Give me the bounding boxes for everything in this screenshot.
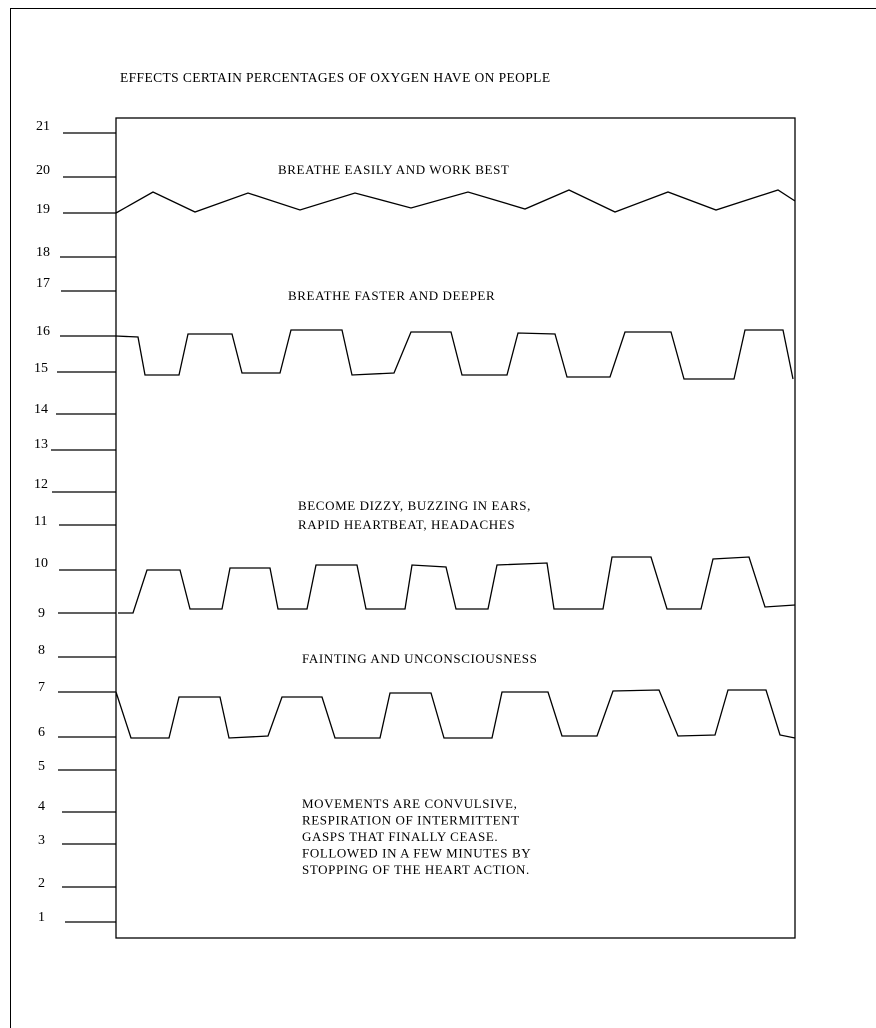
scale-label-7: 7 — [38, 680, 45, 695]
zone-label-convulsive-line-2: RESPIRATION OF INTERMITTENT — [302, 813, 520, 828]
wave-separator-15-16 — [115, 329, 794, 380]
chart-box — [115, 117, 796, 939]
zone-label-fainting-line-1: FAINTING AND UNCONSCIOUSNESS — [302, 651, 537, 666]
wave-separator-9-10 — [118, 556, 796, 614]
scale-label-17: 17 — [36, 276, 50, 291]
scale-label-16: 16 — [36, 324, 50, 339]
scale-label-3: 3 — [38, 833, 45, 848]
scale-label-6: 6 — [38, 725, 45, 740]
zone-label-convulsive-line-5: STOPPING OF THE HEART ACTION. — [302, 862, 530, 877]
scale-label-12: 12 — [34, 477, 48, 492]
scale-label-21: 21 — [36, 119, 50, 134]
scale-label-15: 15 — [34, 361, 48, 376]
scale-label-11: 11 — [34, 514, 47, 529]
scale-label-14: 14 — [34, 402, 48, 417]
scale-label-19: 19 — [36, 202, 50, 217]
scale-label-9: 9 — [38, 606, 45, 621]
zone-labels: BREATHE EASILY AND WORK BEST BREATHE FAST… — [278, 162, 537, 877]
zone-label-convulsive-line-4: FOLLOWED IN A FEW MINUTES BY — [302, 846, 531, 861]
zone-label-convulsive-line-3: GASPS THAT FINALLY CEASE. — [302, 829, 498, 844]
scale-label-2: 2 — [38, 876, 45, 891]
wave-separator-6-7 — [115, 689, 796, 739]
zone-label-dizzy-line-1: BECOME DIZZY, BUZZING IN EARS, — [298, 498, 531, 513]
scale-label-4: 4 — [38, 799, 45, 814]
zone-label-breathe-faster-line-1: BREATHE FASTER AND DEEPER — [288, 288, 495, 303]
scale-label-5: 5 — [38, 759, 45, 774]
page-frame — [10, 8, 876, 1028]
diagram-title: EFFECTS CERTAIN PERCENTAGES OF OXYGEN HA… — [120, 70, 550, 85]
scale-label-1: 1 — [38, 910, 45, 925]
zone-label-convulsive-line-1: MOVEMENTS ARE CONVULSIVE, — [302, 796, 517, 811]
scale-label-20: 20 — [36, 163, 50, 178]
zone-label-breathe-easily-line-1: BREATHE EASILY AND WORK BEST — [278, 162, 509, 177]
scale-label-8: 8 — [38, 643, 45, 658]
scale-label-13: 13 — [34, 437, 48, 452]
scale-label-10: 10 — [34, 556, 48, 571]
scale-label-18: 18 — [36, 245, 50, 260]
wave-separator-19-20 — [115, 189, 796, 214]
zone-label-dizzy-line-2: RAPID HEARTBEAT, HEADACHES — [298, 517, 515, 532]
